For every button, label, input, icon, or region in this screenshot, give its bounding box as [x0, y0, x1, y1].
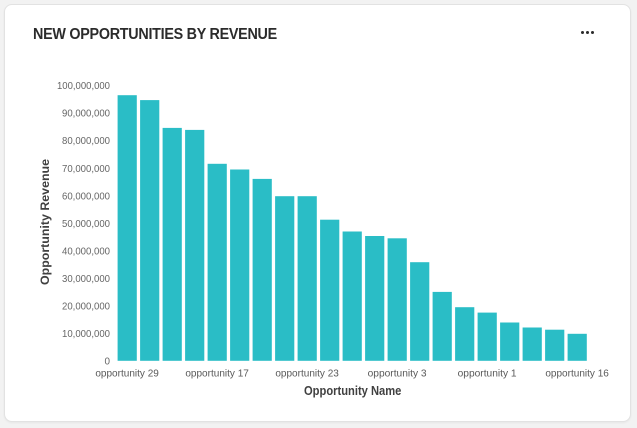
svg-text:40,000,000: 40,000,000: [62, 245, 110, 257]
svg-text:60,000,000: 60,000,000: [62, 190, 110, 202]
svg-text:100,000,000: 100,000,000: [57, 80, 110, 92]
svg-text:opportunity 23: opportunity 23: [275, 367, 339, 379]
svg-text:0: 0: [105, 356, 111, 368]
svg-text:Opportunity Revenue: Opportunity Revenue: [38, 159, 52, 285]
svg-text:80,000,000: 80,000,000: [62, 135, 110, 147]
svg-text:opportunity 16: opportunity 16: [545, 367, 609, 379]
svg-text:Opportunity Name: Opportunity Name: [304, 383, 401, 398]
svg-text:70,000,000: 70,000,000: [62, 163, 110, 175]
svg-text:20,000,000: 20,000,000: [62, 301, 110, 313]
svg-text:30,000,000: 30,000,000: [62, 273, 110, 285]
svg-text:90,000,000: 90,000,000: [62, 108, 110, 120]
svg-text:50,000,000: 50,000,000: [62, 218, 110, 230]
svg-text:opportunity 1: opportunity 1: [458, 367, 517, 379]
svg-text:opportunity 29: opportunity 29: [95, 367, 159, 379]
svg-text:opportunity 3: opportunity 3: [368, 367, 427, 379]
svg-text:opportunity 17: opportunity 17: [185, 367, 249, 379]
svg-text:10,000,000: 10,000,000: [62, 328, 110, 340]
